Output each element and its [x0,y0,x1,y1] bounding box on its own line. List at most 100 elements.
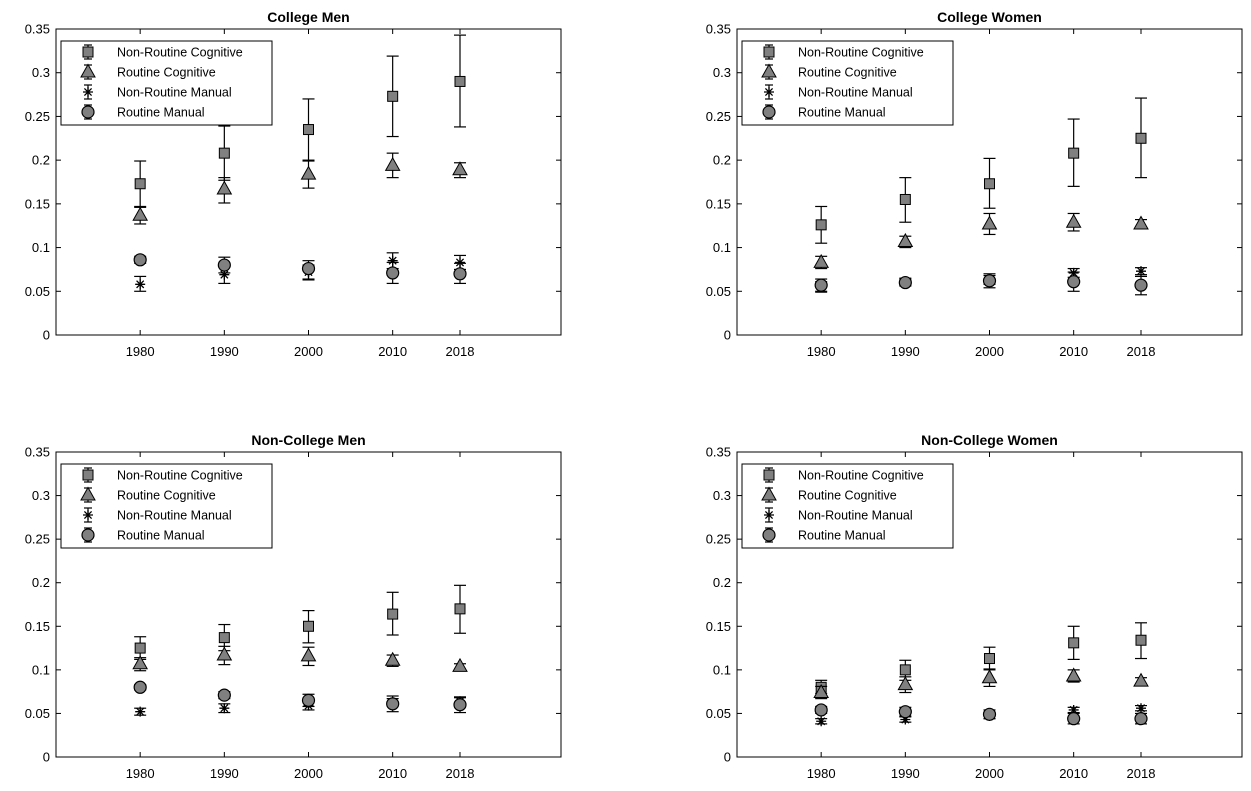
y-tick-label: 0.1 [32,240,50,255]
legend-label: Non-Routine Manual [798,86,913,100]
series-square [134,584,466,661]
data-point [301,261,316,276]
legend-marker [763,46,775,58]
data-point [455,257,465,268]
data-point [897,232,914,247]
data-point [1068,704,1079,715]
y-tick-label: 0.2 [713,153,731,168]
x-tick-label: 1980 [126,344,155,359]
x-tick-label: 1990 [210,344,239,359]
y-tick-label: 0 [43,328,50,343]
y-tick-label: 0.15 [706,196,731,211]
data-point [813,253,830,268]
legend-label: Routine Cognitive [798,489,897,503]
chart-title: Non-College Men [251,432,365,448]
data-point [386,266,400,280]
data-point [384,156,401,171]
data-point [1065,213,1082,228]
y-tick-label: 0.25 [25,532,50,547]
data-point [1134,712,1148,726]
y-tick-label: 0 [724,328,731,343]
data-point [899,664,911,676]
legend: Non-Routine Cognitive Routine Cognitive No… [60,40,273,126]
legend-marker [83,87,93,97]
data-point [300,647,317,662]
data-point [454,75,466,87]
chart-panel-1: College Women 0 0.05 0.1 0.15 0.2 0.25 0.3 0.35 1… [706,9,1243,359]
series-triangle [132,645,468,672]
x-tick-label: 2000 [975,344,1004,359]
legend-label: Routine Manual [117,529,205,543]
data-point [1134,278,1148,292]
x-tick-label: 2000 [294,344,323,359]
x-tick-label: 2000 [975,766,1004,781]
data-point [132,206,149,221]
data-point [219,269,230,280]
series-square [134,34,466,208]
chart-panel-2: Non-College Men 0 0.05 0.1 0.15 0.2 0.25 0.3 0.3… [25,432,562,781]
chart-panel-0: College Men 0 0.05 0.1 0.15 0.2 0.25 0.3 0.35 198… [25,9,562,359]
x-tick-label: 1980 [807,344,836,359]
y-tick-label: 0.35 [25,445,50,460]
legend-marker [761,486,777,501]
y-tick-label: 0.3 [32,65,50,80]
x-tick-label: 2010 [378,766,407,781]
data-point [1135,132,1147,144]
y-tick-label: 0.25 [25,109,50,124]
legend-label: Routine Cognitive [117,66,216,80]
series-triangle [132,152,468,225]
legend-label: Routine Cognitive [798,66,897,80]
y-tick-label: 0.35 [706,445,731,460]
data-point [452,161,468,176]
x-tick-label: 2010 [378,344,407,359]
legend-marker [82,46,94,58]
data-point [981,669,998,684]
legend-box [741,40,954,126]
legend-label: Non-Routine Manual [117,509,232,523]
data-point [815,219,827,231]
data-point [1135,634,1147,646]
y-tick-label: 0.2 [32,575,50,590]
data-point [217,258,231,272]
data-point [135,279,146,290]
x-tick-label: 2018 [446,766,475,781]
data-point [216,646,233,661]
data-point [981,215,998,230]
series-triangle [813,212,1149,270]
legend-label: Non-Routine Cognitive [117,469,243,483]
data-point [301,693,316,707]
legend-marker [81,105,95,119]
y-tick-label: 0.15 [25,619,50,634]
data-point [452,657,468,672]
series-circle [814,703,1148,726]
y-tick-label: 0.2 [32,153,50,168]
data-point [899,193,911,205]
x-tick-label: 2018 [446,344,475,359]
chart-title: College Women [937,9,1042,25]
data-point [135,706,146,717]
chart-title: College Men [267,9,349,25]
y-tick-label: 0.25 [706,109,731,124]
x-tick-label: 2018 [1127,344,1156,359]
chart-title: Non-College Women [921,432,1058,448]
data-point [219,703,230,714]
data-point [1065,667,1082,682]
series-circle [814,271,1148,296]
data-point [1133,672,1149,687]
legend-marker [80,63,96,78]
data-point [132,655,149,670]
legend: Non-Routine Cognitive Routine Cognitive No… [741,40,954,126]
data-point [384,651,401,666]
data-point [133,253,147,267]
legend-label: Routine Cognitive [117,489,216,503]
y-tick-label: 0 [724,750,731,765]
legend-box [60,463,273,549]
legend-marker [764,510,774,520]
chart-panel-3: Non-College Women 0 0.05 0.1 0.15 0.2 0.25 0.3 0… [706,432,1243,781]
data-point [303,620,314,632]
x-tick-label: 1990 [891,344,920,359]
data-point [1067,712,1081,726]
data-point [1136,266,1146,277]
series-circle [133,253,467,285]
